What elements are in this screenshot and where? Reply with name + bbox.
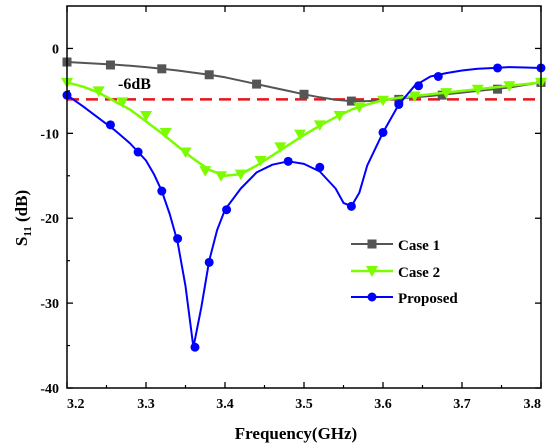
legend-marker-case-1 bbox=[367, 239, 377, 249]
data-point-proposed bbox=[346, 201, 356, 211]
x-axis-title: Frequency(GHz) bbox=[235, 424, 357, 443]
data-point-proposed bbox=[222, 205, 232, 215]
data-point-case-2 bbox=[353, 102, 366, 114]
data-point-proposed bbox=[394, 99, 404, 109]
y-tick-label: -30 bbox=[40, 297, 59, 312]
data-point-case-1 bbox=[105, 60, 115, 70]
x-tick-label: 3.3 bbox=[137, 397, 155, 412]
y-tick-label: -10 bbox=[40, 127, 59, 142]
x-tick-label: 3.2 bbox=[67, 397, 85, 412]
y-tick-label: 0 bbox=[52, 42, 59, 57]
data-point-case-1 bbox=[252, 79, 262, 89]
data-point-case-2 bbox=[274, 142, 287, 153]
y-axis-title-main: S bbox=[12, 237, 31, 246]
data-point-proposed bbox=[190, 342, 200, 352]
data-point-case-1 bbox=[394, 94, 404, 104]
x-tick-label: 3.5 bbox=[295, 397, 313, 412]
data-point-case-2 bbox=[199, 166, 212, 177]
data-point-case-2 bbox=[440, 88, 453, 99]
data-point-case-2 bbox=[313, 120, 326, 131]
axes-layer: 3.2 3.3 3.4 3.5 3.6 3.7 3.8 0 -10 -20 -30 -40 bbox=[40, 5, 542, 412]
legend-marker-proposed bbox=[367, 292, 377, 302]
data-point-proposed bbox=[283, 156, 293, 166]
data-point-case-2 bbox=[503, 81, 516, 92]
x-tick-label: 3.6 bbox=[374, 397, 392, 412]
y-axis-title-subscript: 11 bbox=[22, 226, 34, 236]
legend-item-case-1: Case 1 bbox=[351, 238, 440, 254]
series-proposed bbox=[62, 63, 546, 352]
data-point-case-2 bbox=[471, 84, 484, 96]
legend-label-case-2: Case 2 bbox=[398, 265, 440, 281]
data-point-case-1 bbox=[346, 96, 356, 106]
data-point-case-2 bbox=[294, 129, 307, 141]
data-point-proposed bbox=[378, 127, 388, 137]
data-point-case-2 bbox=[215, 171, 228, 182]
x-tick-label: 3.4 bbox=[216, 397, 234, 412]
x-tick-label: 3.7 bbox=[453, 397, 471, 412]
minus-6db-annotation: -6dB bbox=[118, 76, 151, 93]
data-point-case-2 bbox=[254, 155, 267, 167]
data-point-proposed bbox=[315, 162, 325, 172]
data-point-proposed bbox=[157, 186, 167, 196]
data-point-case-1 bbox=[299, 89, 309, 99]
data-point-proposed bbox=[204, 257, 214, 267]
data-point-case-2 bbox=[377, 95, 389, 107]
data-point-case-1 bbox=[204, 70, 214, 80]
y-tick-label: -40 bbox=[40, 382, 59, 397]
data-point-proposed bbox=[433, 71, 443, 81]
legend-item-case-2: Case 2 bbox=[351, 265, 440, 281]
legend-label-proposed: Proposed bbox=[398, 291, 458, 307]
data-point-proposed bbox=[105, 120, 115, 130]
data-point-case-2 bbox=[333, 111, 346, 122]
data-point-case-2 bbox=[159, 127, 172, 139]
series-layer bbox=[61, 57, 547, 352]
data-point-case-1 bbox=[493, 84, 503, 94]
y-tick-label: -20 bbox=[40, 212, 59, 227]
y-axis-title-text: S11 (dB) bbox=[12, 190, 34, 246]
data-point-proposed bbox=[414, 81, 424, 91]
data-point-case-2 bbox=[234, 169, 247, 181]
series-line-proposed bbox=[66, 66, 542, 349]
y-axis-title-unit: (dB) bbox=[12, 190, 31, 226]
y-axis-title: S11 (dB) bbox=[12, 190, 34, 246]
plot-frame bbox=[66, 5, 542, 389]
data-point-case-2 bbox=[408, 91, 421, 102]
data-point-case-2 bbox=[140, 111, 152, 122]
data-point-case-1 bbox=[157, 64, 167, 74]
legend: Case 1 Case 2 Proposed bbox=[351, 238, 458, 307]
data-point-proposed bbox=[493, 63, 503, 73]
x-tick-label: 3.8 bbox=[524, 397, 542, 412]
data-point-case-2 bbox=[179, 147, 192, 159]
legend-label-case-1: Case 1 bbox=[398, 238, 440, 254]
data-point-case-2 bbox=[92, 86, 105, 97]
legend-marker-case-2 bbox=[366, 266, 378, 277]
data-point-case-1 bbox=[437, 90, 447, 100]
legend-item-proposed: Proposed bbox=[351, 291, 458, 307]
data-point-proposed bbox=[173, 234, 183, 244]
data-point-case-2 bbox=[116, 97, 129, 108]
series-case-2 bbox=[61, 77, 547, 182]
data-point-proposed bbox=[133, 147, 143, 157]
